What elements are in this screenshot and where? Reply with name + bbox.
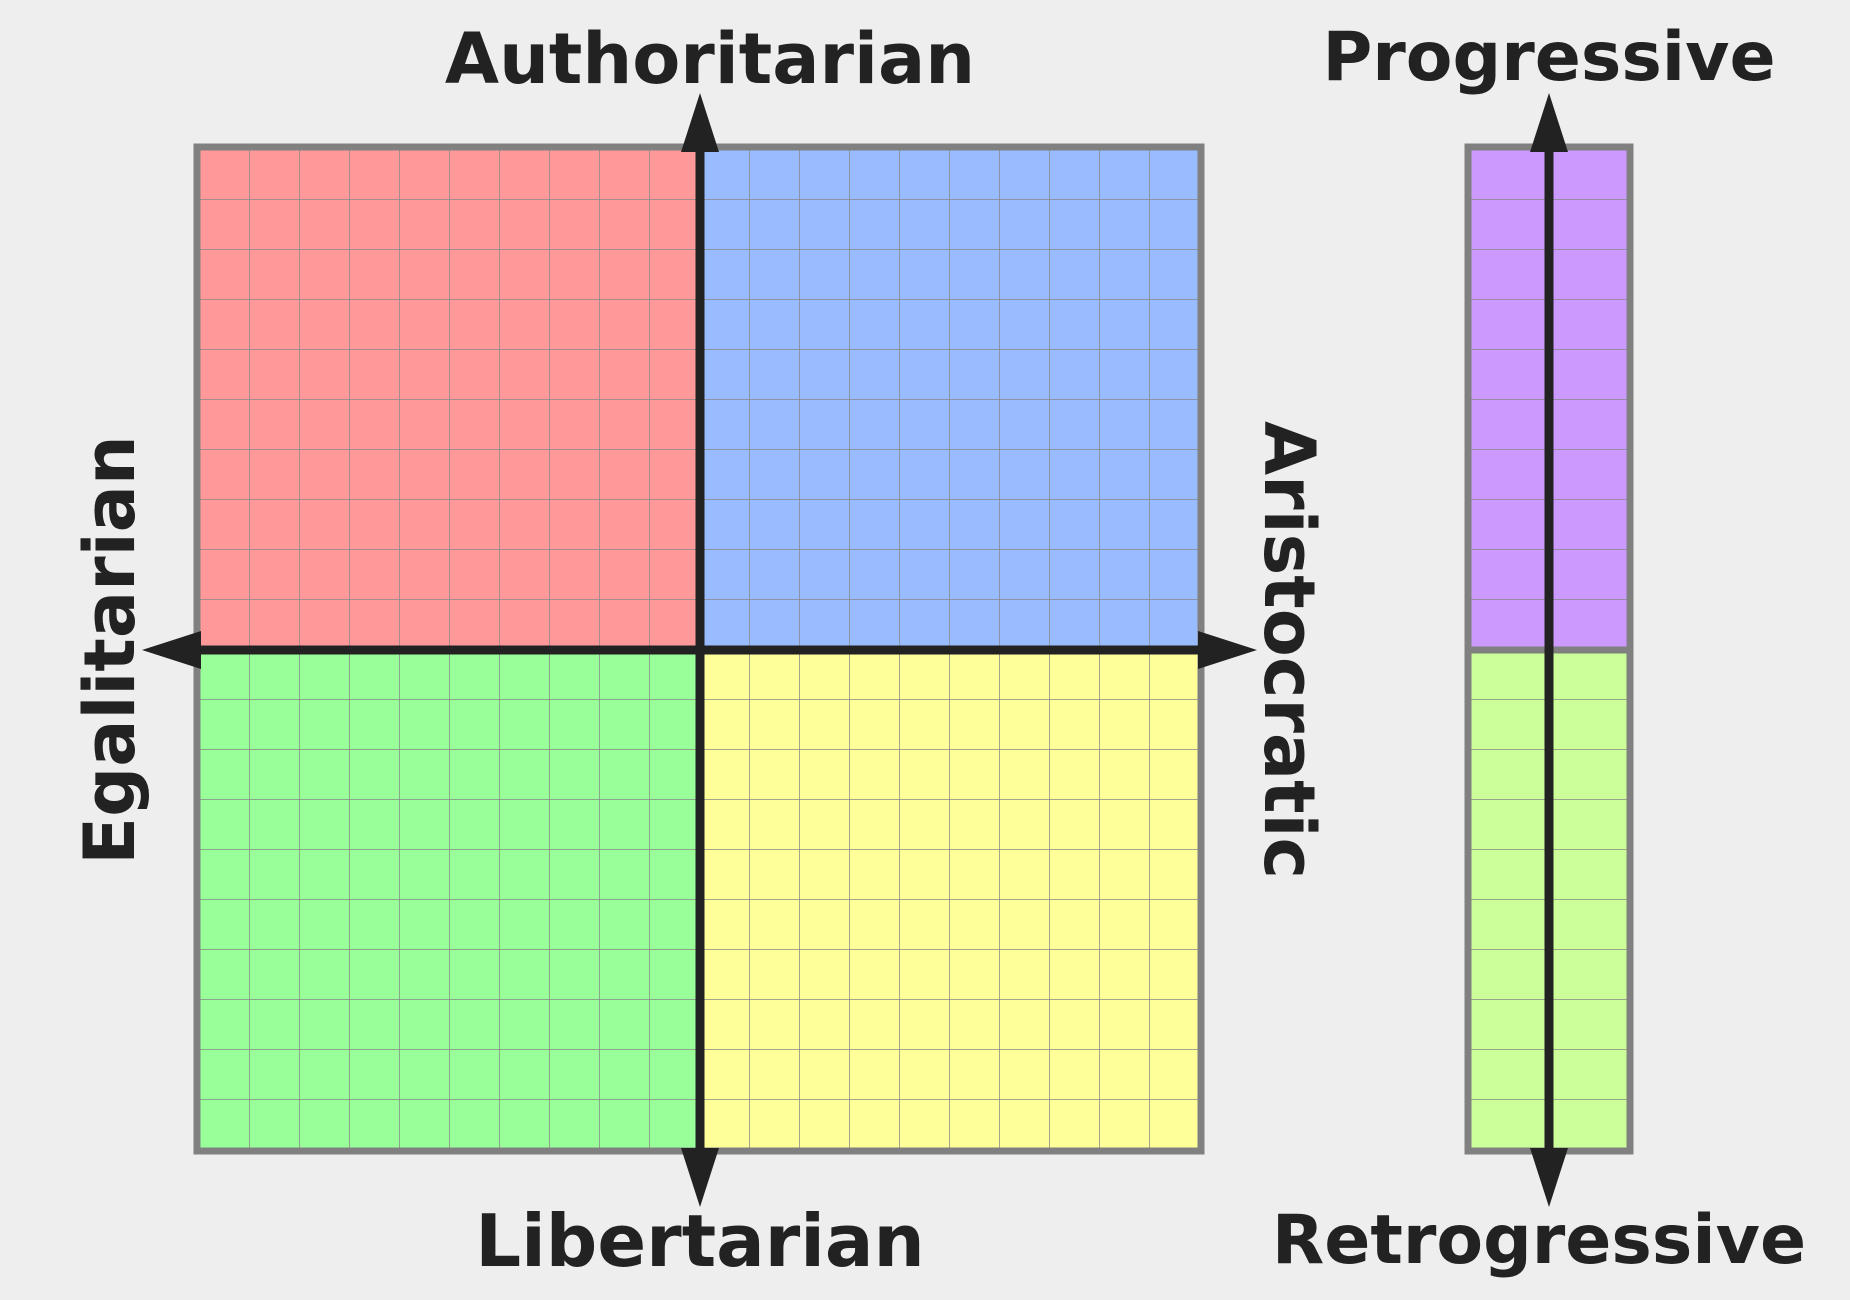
label-libertarian: Libertarian: [475, 1199, 924, 1283]
arrow-down-icon: [681, 1148, 719, 1207]
bar-arrow-up-icon: [1530, 93, 1568, 152]
progressive-bar: [1464, 93, 1634, 1207]
label-egalitarian: Egalitarian: [69, 435, 151, 864]
arrow-left-icon: [142, 631, 201, 669]
arrow-right-icon: [1198, 631, 1257, 669]
label-retrogressive: Retrogressive: [1272, 1201, 1806, 1280]
bar-arrow-down-icon: [1530, 1148, 1568, 1207]
arrow-up-icon: [681, 93, 719, 152]
label-authoritarian: Authoritarian: [445, 18, 975, 100]
label-progressive: Progressive: [1322, 18, 1775, 97]
label-aristocratic: Aristocratic: [1248, 421, 1330, 879]
compass-axes: [142, 93, 1257, 1207]
